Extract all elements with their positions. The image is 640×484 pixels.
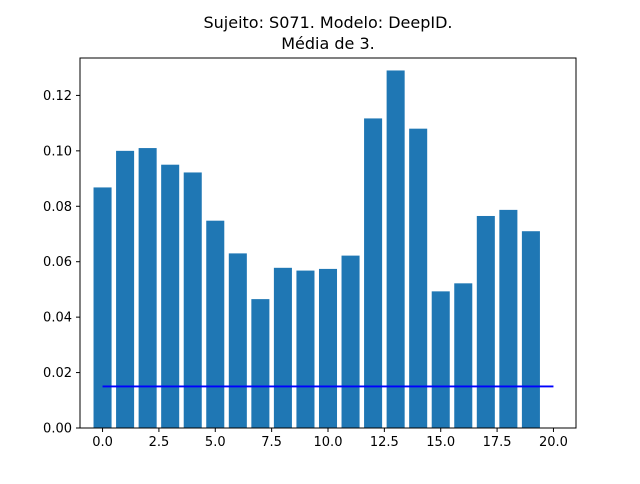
y-tick-label: 0.10 (43, 144, 72, 159)
x-tick-label: 10.0 (314, 435, 343, 450)
bar-15 (431, 291, 450, 428)
bar-18 (499, 209, 518, 428)
x-tick-label: 7.5 (261, 435, 282, 450)
bar-3 (161, 164, 180, 428)
bar-19 (521, 231, 540, 428)
bar-4 (183, 172, 202, 428)
bar-10 (318, 268, 338, 428)
x-tick-label: 15.0 (426, 435, 455, 450)
chart-title-line-2: Média de 3. (281, 34, 375, 53)
bar-7 (251, 299, 270, 428)
y-tick-label: 0.00 (43, 422, 72, 437)
bar-5 (206, 220, 225, 428)
plot-frame (79, 57, 577, 429)
bars-group (93, 70, 540, 429)
bar-2 (138, 148, 157, 428)
bar-0 (93, 187, 112, 428)
bar-11 (341, 255, 360, 428)
bar-12 (364, 118, 383, 429)
bar-1 (116, 150, 135, 428)
chart-title-line-1: Sujeito: S071. Modelo: DeepID. (203, 13, 452, 32)
y-tick-label: 0.02 (43, 366, 72, 381)
bar-14 (409, 128, 428, 429)
x-tick-label: 0.0 (92, 435, 113, 450)
x-tick-label: 5.0 (205, 435, 226, 450)
bar-6 (228, 253, 247, 428)
x-axis: 0.0 2.5 5.0 7.5 10.0 12.5 15.0 17.5 20.0 (92, 428, 568, 450)
bar-17 (476, 215, 495, 428)
bar-13 (386, 70, 405, 428)
y-axis: 0.00 0.02 0.04 0.06 0.08 0.10 0.12 (43, 89, 80, 437)
bar-16 (454, 283, 473, 428)
x-tick-label: 12.5 (370, 435, 399, 450)
x-tick-label: 17.5 (483, 435, 512, 450)
y-tick-label: 0.04 (43, 311, 72, 326)
bar-9 (296, 270, 315, 428)
y-tick-label: 0.06 (43, 255, 72, 270)
bar-8 (273, 267, 292, 428)
y-tick-label: 0.08 (43, 200, 72, 215)
y-tick-label: 0.12 (43, 89, 72, 104)
x-tick-label: 2.5 (149, 435, 170, 450)
x-tick-label: 20.0 (539, 435, 568, 450)
